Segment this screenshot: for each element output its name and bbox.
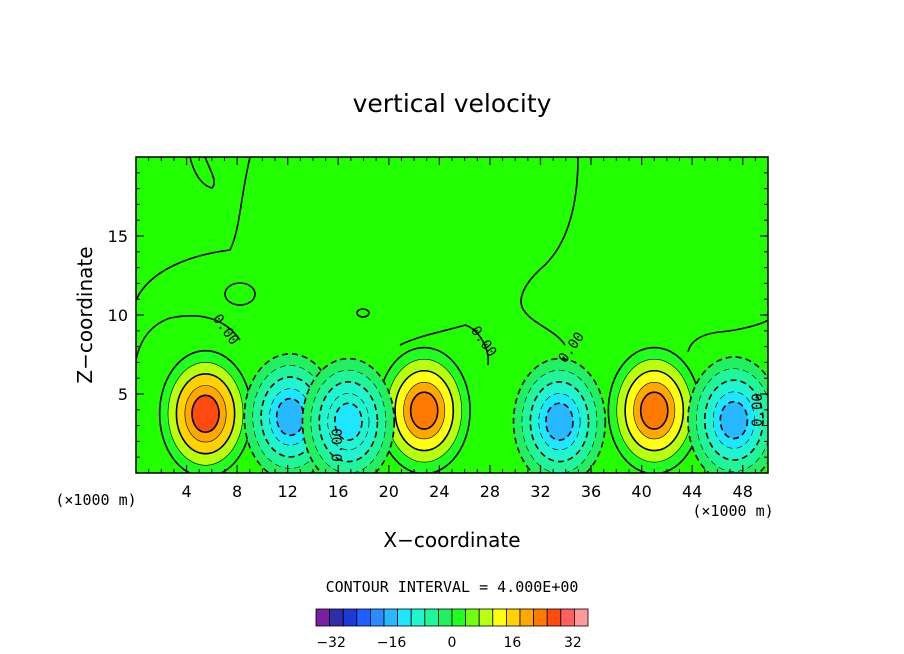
y-tick-label: 5 xyxy=(118,385,128,404)
x-tick-label: 24 xyxy=(429,482,449,501)
x-tick-label: 40 xyxy=(631,482,651,501)
colorbar-tick-label: −16 xyxy=(377,635,407,651)
colorbar-swatch xyxy=(315,608,331,627)
colorbar-swatch xyxy=(424,608,439,627)
contour-cell-5 xyxy=(301,357,396,473)
contour-cell-7 xyxy=(687,356,768,473)
y-axis-label: Z−coordinate xyxy=(73,246,97,383)
colorbar-tick-label: 32 xyxy=(564,635,582,651)
x-axis-ticks: 4 8 12 16 20 24 28 32 36 40 44 48 xyxy=(148,157,756,501)
x-tick-label: 48 xyxy=(733,482,753,501)
contour-band xyxy=(719,400,749,440)
colorbar-swatch xyxy=(546,608,562,627)
colorbar-swatch xyxy=(451,608,467,627)
x-tick-label: 16 xyxy=(328,482,348,501)
colorbar-swatch xyxy=(329,608,344,627)
chart-title: vertical velocity xyxy=(353,89,552,118)
contour-field xyxy=(158,346,768,473)
contour-cell-1 xyxy=(158,349,253,473)
zero-contour-lines xyxy=(136,157,768,366)
contour-band xyxy=(409,391,439,430)
x-tick-label: 36 xyxy=(581,482,601,501)
contour-band xyxy=(275,397,305,437)
colorbar-swatch xyxy=(356,608,371,627)
x-tick-label: 20 xyxy=(379,482,399,501)
contour-band xyxy=(333,402,363,441)
x-unit-right: (×1000 m) xyxy=(692,502,773,520)
colorbar-tick-label: −32 xyxy=(316,635,346,651)
colorbar-swatch xyxy=(437,608,453,627)
colorbar-swatch xyxy=(574,608,589,627)
y-tick-label: 10 xyxy=(108,306,128,325)
contour-cell-6 xyxy=(512,357,607,473)
colorbar-swatch xyxy=(505,608,521,627)
y-tick-label: 15 xyxy=(108,227,128,246)
colorbar-swatch xyxy=(369,608,385,627)
colorbar-tick-label: 0 xyxy=(448,635,457,651)
contour-label-4: 0.00 xyxy=(750,393,766,427)
x-unit-left: (×1000 m) xyxy=(55,491,136,509)
x-axis-label: X−coordinate xyxy=(383,528,520,552)
contour-interval-text: CONTOUR INTERVAL = 4.000E+00 xyxy=(326,578,579,596)
colorbar-swatch xyxy=(383,608,399,627)
x-tick-label: 12 xyxy=(278,482,298,501)
contour-label-5: 0.00 xyxy=(330,428,346,462)
colorbar-swatch xyxy=(465,608,480,627)
colorbar-tick-label: 16 xyxy=(504,635,522,651)
colorbar-swatch xyxy=(492,608,507,627)
x-tick-label: 4 xyxy=(181,482,191,501)
colorbar: −32 −16 0 16 32 xyxy=(315,608,589,651)
colorbar-swatch xyxy=(397,608,412,627)
colorbar-swatch xyxy=(533,608,548,627)
contour-band xyxy=(639,391,669,430)
contour-cell-2 xyxy=(377,346,471,473)
contour-band xyxy=(545,402,574,441)
colorbar-swatch xyxy=(342,608,358,627)
colorbar-swatch xyxy=(519,608,535,627)
x-tick-label: 32 xyxy=(530,482,550,501)
colorbar-swatch xyxy=(560,608,575,627)
x-tick-label: 44 xyxy=(682,482,702,501)
x-tick-label: 28 xyxy=(480,482,500,501)
x-tick-label: 8 xyxy=(232,482,242,501)
contour-cell-3 xyxy=(607,346,701,473)
contour-band xyxy=(191,394,220,434)
colorbar-swatch xyxy=(410,608,426,627)
colorbar-swatch xyxy=(478,608,494,627)
y-axis-ticks: 5 10 15 xyxy=(108,172,768,458)
